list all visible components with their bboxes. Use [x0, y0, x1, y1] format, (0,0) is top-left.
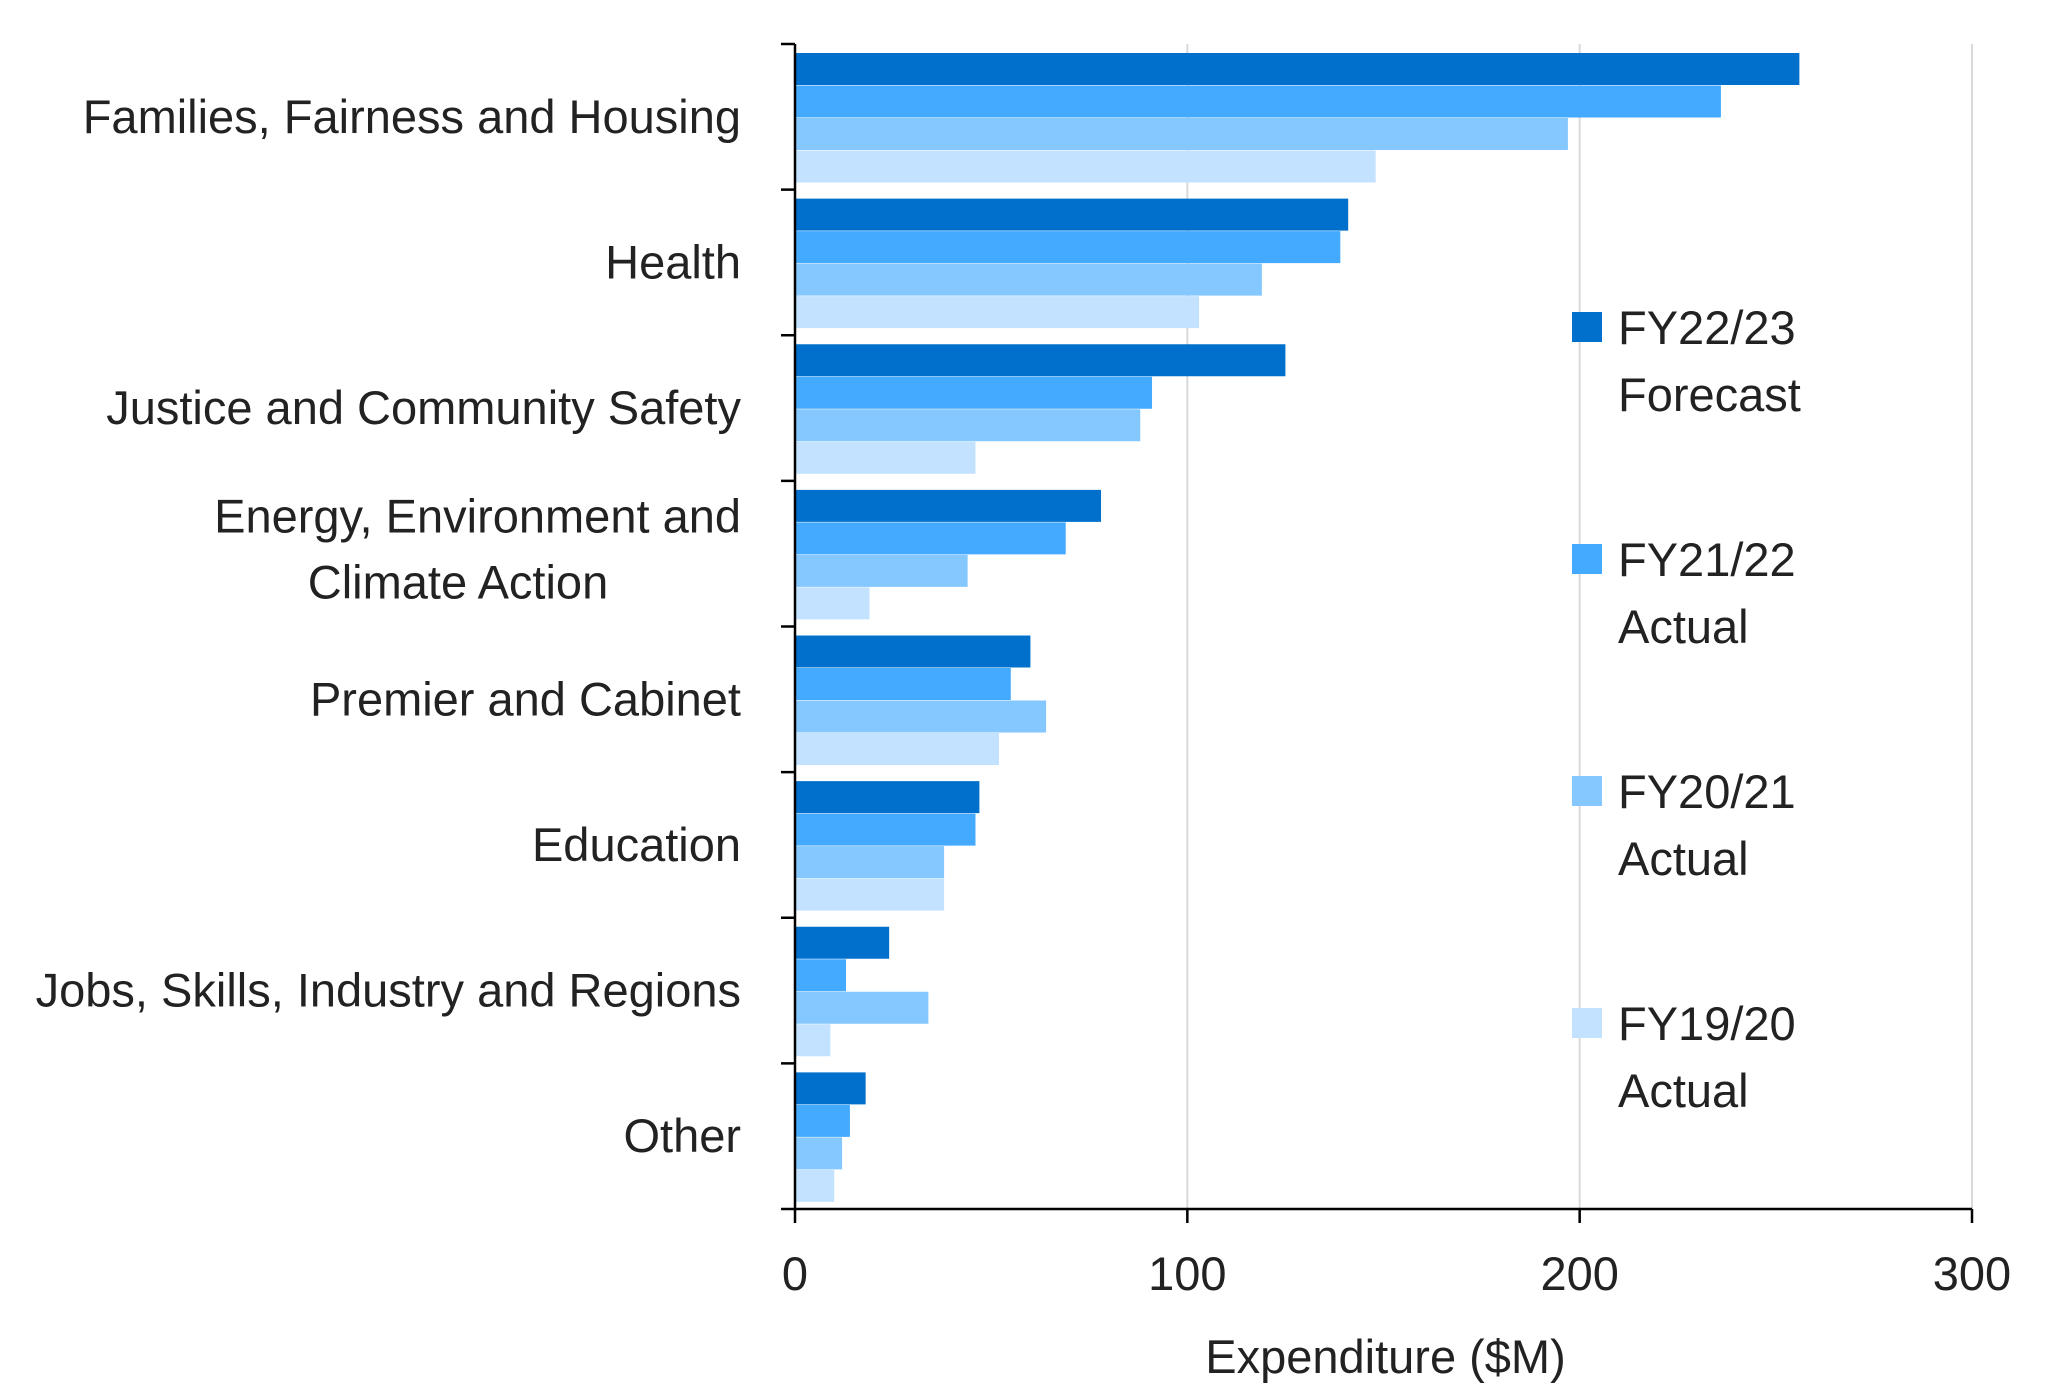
bar-8-series-4	[795, 1169, 835, 1202]
bar-4-series-1	[795, 489, 1102, 522]
bar-1-series-2	[795, 85, 1721, 118]
category-label: Jobs, Skills, Industry and Regions	[36, 964, 741, 1017]
bars	[795, 53, 1800, 1202]
bar-3-series-2	[795, 376, 1153, 409]
legend: FY22/23 Forecast FY21/22 Actual FY20/21 Actua…	[1572, 301, 1801, 1117]
category-label: Justice and Community Safety	[106, 381, 741, 434]
legend-label: FY19/20	[1618, 997, 1796, 1050]
bar-1-series-1	[795, 53, 1800, 85]
x-axis-title: Expenditure ($M)	[1205, 1330, 1566, 1383]
bar-8-series-2	[795, 1104, 850, 1137]
category-labels: Families, Fairness and Housing Health Just…	[36, 90, 742, 1162]
legend-label: FY20/21	[1618, 765, 1796, 818]
legend-swatch	[1572, 1008, 1602, 1038]
bar-6-series-3	[795, 846, 945, 879]
bar-1-series-3	[795, 118, 1568, 150]
bar-6-series-4	[795, 878, 945, 911]
legend-label: Actual	[1618, 600, 1749, 653]
legend-label: FY21/22	[1618, 533, 1796, 586]
bar-6-series-1	[795, 781, 980, 814]
bar-8-series-3	[795, 1137, 843, 1170]
bar-2-series-3	[795, 263, 1262, 296]
bar-3-series-1	[795, 344, 1286, 377]
bar-7-series-1	[795, 926, 890, 959]
bar-2-series-1	[795, 198, 1349, 231]
bar-7-series-4	[795, 1024, 831, 1057]
legend-label: Forecast	[1618, 368, 1801, 421]
legend-swatch	[1572, 776, 1602, 806]
bar-5-series-1	[795, 635, 1031, 668]
bar-3-series-3	[795, 409, 1141, 442]
bar-3-series-4	[795, 441, 976, 474]
bar-8-series-1	[795, 1072, 866, 1105]
category-label: Families, Fairness and Housing	[83, 90, 741, 143]
bar-5-series-2	[795, 668, 1011, 700]
bar-4-series-2	[795, 522, 1066, 555]
category-label: Energy, Environment and	[214, 490, 741, 543]
bar-4-series-4	[795, 587, 870, 620]
x-tick-label: 200	[1540, 1247, 1618, 1300]
legend-swatch	[1572, 544, 1602, 574]
category-label: Health	[605, 235, 741, 288]
bar-2-series-2	[795, 231, 1341, 264]
bar-7-series-2	[795, 959, 847, 992]
bar-5-series-3	[795, 700, 1047, 733]
legend-label: FY22/23	[1618, 301, 1796, 354]
category-label: Premier and Cabinet	[310, 672, 741, 725]
bar-7-series-3	[795, 991, 929, 1024]
bar-2-series-4	[795, 296, 1200, 329]
category-label: Climate Action	[308, 556, 608, 609]
legend-label: Actual	[1618, 832, 1749, 885]
x-tick-label: 0	[782, 1247, 808, 1300]
bar-5-series-4	[795, 733, 1000, 765]
bar-1-series-4	[795, 150, 1376, 183]
category-label: Other	[623, 1109, 741, 1162]
bar-4-series-3	[795, 554, 968, 587]
legend-swatch	[1572, 312, 1602, 342]
x-tick-label: 300	[1933, 1247, 2011, 1300]
category-label: Education	[532, 818, 741, 871]
legend-label: Actual	[1618, 1064, 1749, 1117]
x-tick-label: 100	[1148, 1247, 1226, 1300]
axes: 0 100 200 300 Expenditure ($M)	[781, 42, 2011, 1383]
bar-6-series-2	[795, 813, 976, 846]
